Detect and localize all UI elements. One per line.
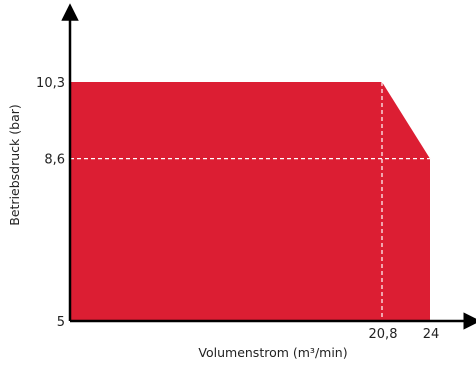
x-axis-label: Volumenstrom (m³/min) xyxy=(198,345,347,360)
y-tick-label-5: 5 xyxy=(57,315,65,330)
operating-area xyxy=(70,82,430,321)
x-tick-label-24: 24 xyxy=(423,327,440,342)
y-tick-label-10-3: 10,3 xyxy=(36,76,65,91)
x-tick-label-20-8: 20,8 xyxy=(369,327,398,342)
y-tick-label-8-6: 8,6 xyxy=(44,153,65,168)
y-axis-label: Betriebsdruck (bar) xyxy=(7,104,22,225)
